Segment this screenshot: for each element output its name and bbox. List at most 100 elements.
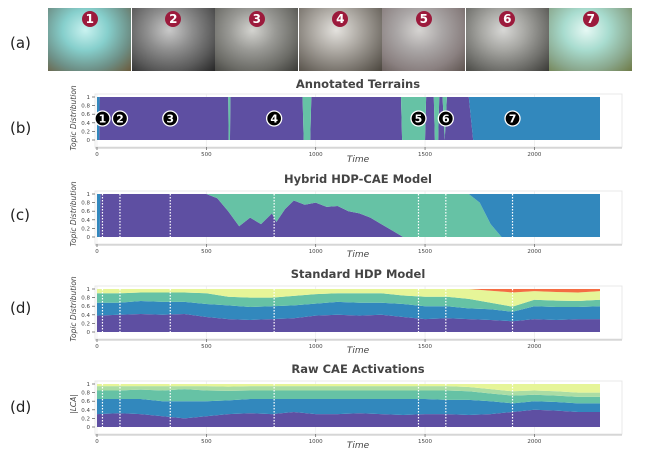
- terrain-photo-badge: 1: [81, 11, 98, 27]
- x-tick-label: 1500: [418, 249, 432, 255]
- series-area-1: [97, 97, 600, 140]
- x-tick-label: 1500: [418, 152, 432, 158]
- y-tick-label: 0.4: [81, 408, 90, 414]
- series-area-2: [97, 399, 600, 419]
- y-tick-label: 0.8: [81, 296, 90, 302]
- chart-title: Raw CAE Activations: [291, 362, 424, 376]
- series-area-5: [97, 289, 600, 293]
- chart-2: 0 0.2 0.4 0.6 0.8 1 0 500 1000 1500 2000 Hybrid HDP…: [69, 172, 623, 260]
- chart-1: 0 0.2 0.4 0.6 0.8 1 0 500 1000 1500 2000 Annotated …: [69, 77, 623, 165]
- x-tick-label: 2000: [527, 249, 541, 255]
- x-tick-label: 500: [201, 249, 212, 255]
- terrain-marker-label: 5: [415, 113, 423, 126]
- terrain-photo-5: 5: [382, 8, 465, 71]
- panel-label-d: (d): [10, 299, 32, 317]
- terrain-marker-label: 7: [509, 113, 517, 126]
- terrain-marker-label: 3: [166, 113, 174, 126]
- y-axis-label: Topic Distribution: [69, 181, 78, 247]
- panel-label-b: (b): [10, 119, 32, 137]
- y-tick-label: 0.4: [81, 313, 90, 319]
- y-tick-label: 1: [87, 95, 91, 101]
- x-tick-label: 1500: [418, 439, 432, 445]
- y-tick-label: 0.4: [81, 218, 90, 224]
- y-tick-label: 1: [87, 192, 91, 198]
- x-axis-label: Time: [347, 346, 370, 356]
- x-tick-label: 500: [201, 439, 212, 445]
- terrain-marker-1: [94, 110, 111, 127]
- chart-4: 0 0.2 0.4 0.6 0.8 1 0 500 1000 1500 2000 Raw CAE Ac…: [69, 362, 623, 451]
- y-axis-label: |LCA|: [69, 394, 78, 414]
- chart-title: Standard HDP Model: [291, 267, 426, 281]
- terrain-photo-badge: 3: [248, 11, 265, 27]
- series-area-4: [97, 289, 600, 307]
- series-area-2: [97, 301, 600, 322]
- terrain-marker-label: 4: [270, 113, 278, 126]
- x-tick-label: 1000: [309, 439, 323, 445]
- series-area-4: [97, 386, 600, 397]
- chart-title: Hybrid HDP-CAE Model: [284, 172, 432, 186]
- x-tick-label: 0: [95, 249, 99, 255]
- terrain-marker-3: [162, 110, 179, 127]
- series-area-1: [97, 313, 600, 332]
- series-area-2: [97, 194, 600, 237]
- y-tick-label: 0.2: [81, 129, 90, 135]
- terrain-marker-label: 6: [442, 113, 450, 126]
- y-tick-label: 0.8: [81, 104, 90, 110]
- chart-3: 0 0.2 0.4 0.6 0.8 1 0 500 1000 1500 2000 Standard H…: [69, 267, 623, 356]
- x-axis-label: Time: [347, 250, 370, 260]
- x-tick-label: 500: [201, 344, 212, 350]
- x-tick-label: 1000: [309, 249, 323, 255]
- y-tick-label: 0: [87, 138, 91, 144]
- y-tick-label: 0: [87, 425, 91, 431]
- terrain-photo-badge: 2: [165, 11, 182, 27]
- terrain-marker-6: [437, 110, 454, 127]
- series-area-3: [97, 292, 600, 312]
- x-tick-label: 1000: [309, 152, 323, 158]
- y-tick-label: 0: [87, 235, 91, 241]
- x-tick-label: 2000: [527, 439, 541, 445]
- terrain-photo-2: 2: [131, 8, 215, 71]
- y-tick-label: 0.6: [81, 112, 90, 118]
- terrain-photo-4: 4: [298, 8, 382, 71]
- x-tick-label: 1000: [309, 344, 323, 350]
- terrain-photo-7: 7: [549, 8, 632, 71]
- panel-label-a: (a): [10, 34, 31, 52]
- series-area-3: [97, 97, 600, 140]
- y-axis-label: Topic Distribution: [69, 276, 78, 342]
- x-tick-label: 1500: [418, 344, 432, 350]
- terrain-marker-4: [265, 110, 283, 127]
- y-tick-label: 0.2: [81, 226, 90, 232]
- y-tick-label: 0.2: [81, 416, 90, 422]
- terrain-photo-badge: 6: [499, 11, 516, 27]
- terrain-marker-label: 1: [99, 113, 107, 126]
- x-tick-label: 0: [95, 344, 99, 350]
- y-tick-label: 0.4: [81, 121, 90, 127]
- y-tick-label: 1: [87, 382, 91, 388]
- x-tick-label: 2000: [527, 152, 541, 158]
- terrain-photo-badge: 7: [582, 11, 599, 27]
- x-tick-label: 0: [95, 439, 99, 445]
- x-tick-label: 0: [95, 152, 99, 158]
- terrain-photo-6: 6: [465, 8, 549, 71]
- terrain-marker-5: [410, 110, 427, 127]
- y-tick-label: 0.6: [81, 399, 90, 405]
- x-axis-label: Time: [347, 441, 370, 451]
- terrain-marker-7: [504, 110, 521, 127]
- y-tick-label: 0.6: [81, 304, 90, 310]
- panel-label-d2: (d): [10, 398, 32, 416]
- panel-label-c: (c): [10, 206, 30, 224]
- terrain-photo-badge: 5: [415, 11, 432, 27]
- terrain-photo-3: 3: [215, 8, 298, 71]
- y-tick-label: 0.8: [81, 201, 90, 207]
- y-axis-label: Topic Distribution: [69, 85, 78, 151]
- y-tick-label: 1: [87, 287, 91, 293]
- y-tick-label: 0.6: [81, 209, 90, 215]
- x-tick-label: 2000: [527, 344, 541, 350]
- y-tick-label: 0.8: [81, 391, 90, 397]
- y-tick-label: 0.2: [81, 321, 90, 327]
- series-area-1: [97, 409, 600, 427]
- series-area-5: [97, 384, 600, 393]
- series-area-3: [97, 389, 600, 404]
- y-tick-label: 0: [87, 330, 91, 336]
